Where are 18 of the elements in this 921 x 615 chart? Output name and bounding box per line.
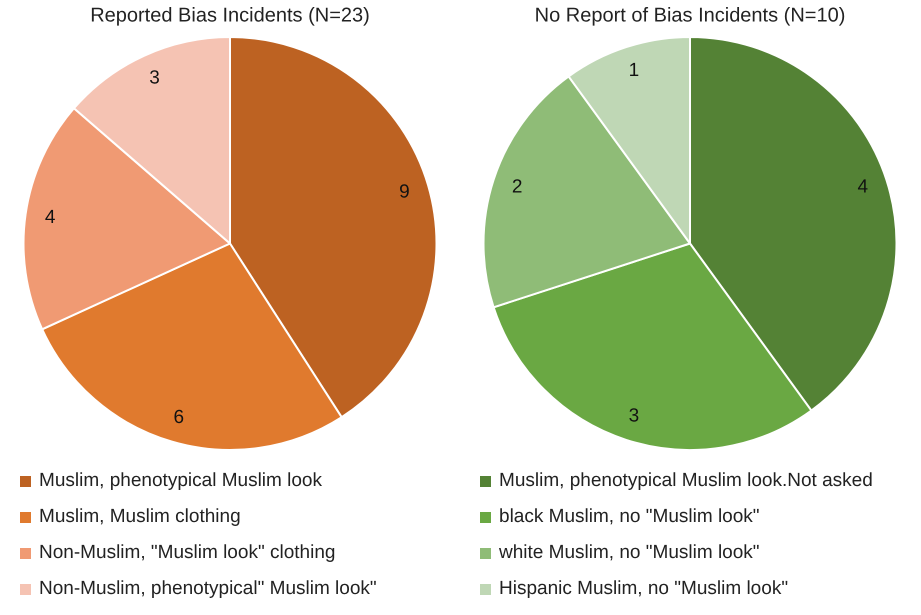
legend-label: black Muslim, no "Muslim look" [499,506,760,528]
data-label: 2 [512,176,522,198]
legend-label: Muslim, Muslim clothing [39,506,241,528]
data-label: 1 [628,60,640,81]
legend-label: Muslim, phenotypical Muslim look [39,470,322,492]
data-label: 4 [44,206,56,228]
legend-label: Non-Muslim, phenotypical" Muslim look" [39,578,377,600]
legend-label: Muslim, phenotypical Muslim look.Not asked [499,470,873,492]
data-label: 4 [858,176,869,198]
data-label: 3 [628,406,640,427]
chart-title: No Report of Bias Incidents (N=10) [534,4,846,27]
legend-label: Non-Muslim, "Muslim look" clothing [39,542,336,564]
legend-label: Hispanic Muslim, no "Muslim look" [499,578,788,600]
data-label: 3 [149,67,160,88]
chart-title: Reported Bias Incidents (N=23) [90,4,370,27]
data-label: 6 [174,407,184,428]
data-label: 9 [399,182,410,203]
legend-label: white Muslim, no "Muslim look" [499,542,760,564]
